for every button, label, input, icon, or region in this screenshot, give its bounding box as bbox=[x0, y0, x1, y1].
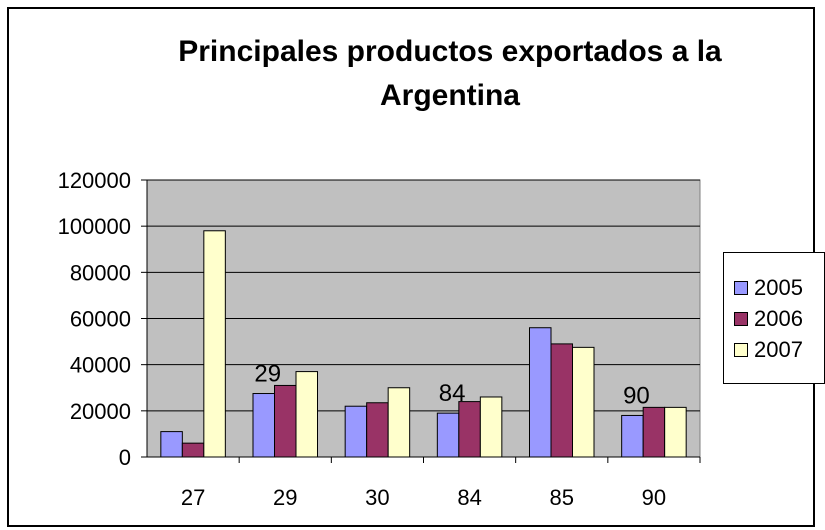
bar-2007-30 bbox=[387, 387, 411, 458]
x-tick-label: 84 bbox=[457, 485, 481, 510]
bar-2006-85 bbox=[550, 343, 573, 458]
bar-2006-27 bbox=[181, 442, 205, 458]
bar-2005-90 bbox=[621, 414, 644, 458]
y-tick-label: 20000 bbox=[70, 399, 131, 424]
x-tick-label: 30 bbox=[365, 485, 389, 510]
bar-2005-30 bbox=[344, 405, 368, 458]
bar-2007-85 bbox=[572, 346, 595, 458]
chart-title: Principales productos exportados a la Ar… bbox=[80, 30, 820, 118]
bar-2007-27 bbox=[203, 230, 226, 458]
legend-label-2005: 2005 bbox=[754, 275, 803, 300]
legend-item-2006: 2006 bbox=[734, 304, 803, 334]
y-tick-label: 60000 bbox=[70, 307, 131, 332]
bar-2007-84 bbox=[479, 396, 503, 458]
x-tick-label: 29 bbox=[273, 485, 297, 510]
chart-title-line-1: Principales productos exportados a la bbox=[178, 35, 722, 68]
bar-2005-27 bbox=[160, 431, 183, 458]
bar-2005-84 bbox=[436, 412, 460, 458]
bar-2006-90 bbox=[642, 406, 666, 458]
legend-swatch-2007 bbox=[734, 343, 748, 357]
annotation-label: 84 bbox=[439, 380, 466, 407]
chart-title-line-2: Argentina bbox=[379, 79, 520, 112]
y-tick-label: 100000 bbox=[58, 214, 131, 239]
legend-item-2007: 2007 bbox=[734, 335, 803, 365]
bar-2007-90 bbox=[664, 406, 687, 458]
y-tick-label: 120000 bbox=[58, 168, 131, 193]
annotation-label: 90 bbox=[623, 382, 650, 409]
x-tick-label: 85 bbox=[550, 485, 574, 510]
annotation-label: 29 bbox=[254, 361, 281, 388]
bar-2005-85 bbox=[529, 327, 552, 458]
x-tick-label: 27 bbox=[181, 485, 205, 510]
bar-2006-84 bbox=[458, 401, 481, 458]
bar-2005-29 bbox=[252, 393, 275, 458]
legend-swatch-2006 bbox=[734, 312, 748, 326]
bar-2006-29 bbox=[274, 384, 297, 458]
legend-label-2006: 2006 bbox=[754, 306, 803, 331]
bar-2007-29 bbox=[295, 371, 318, 458]
y-tick-label: 40000 bbox=[70, 353, 131, 378]
legend-label-2007: 2007 bbox=[754, 337, 803, 362]
legend-item-2005: 2005 bbox=[734, 273, 803, 303]
y-tick-label: 80000 bbox=[70, 260, 131, 285]
legend-swatch-2005 bbox=[734, 281, 748, 295]
x-tick-label: 90 bbox=[642, 485, 666, 510]
bar-2006-30 bbox=[366, 402, 389, 458]
chart-legend: 2005 2006 2007 bbox=[723, 252, 825, 384]
y-tick-label: 0 bbox=[119, 445, 131, 470]
